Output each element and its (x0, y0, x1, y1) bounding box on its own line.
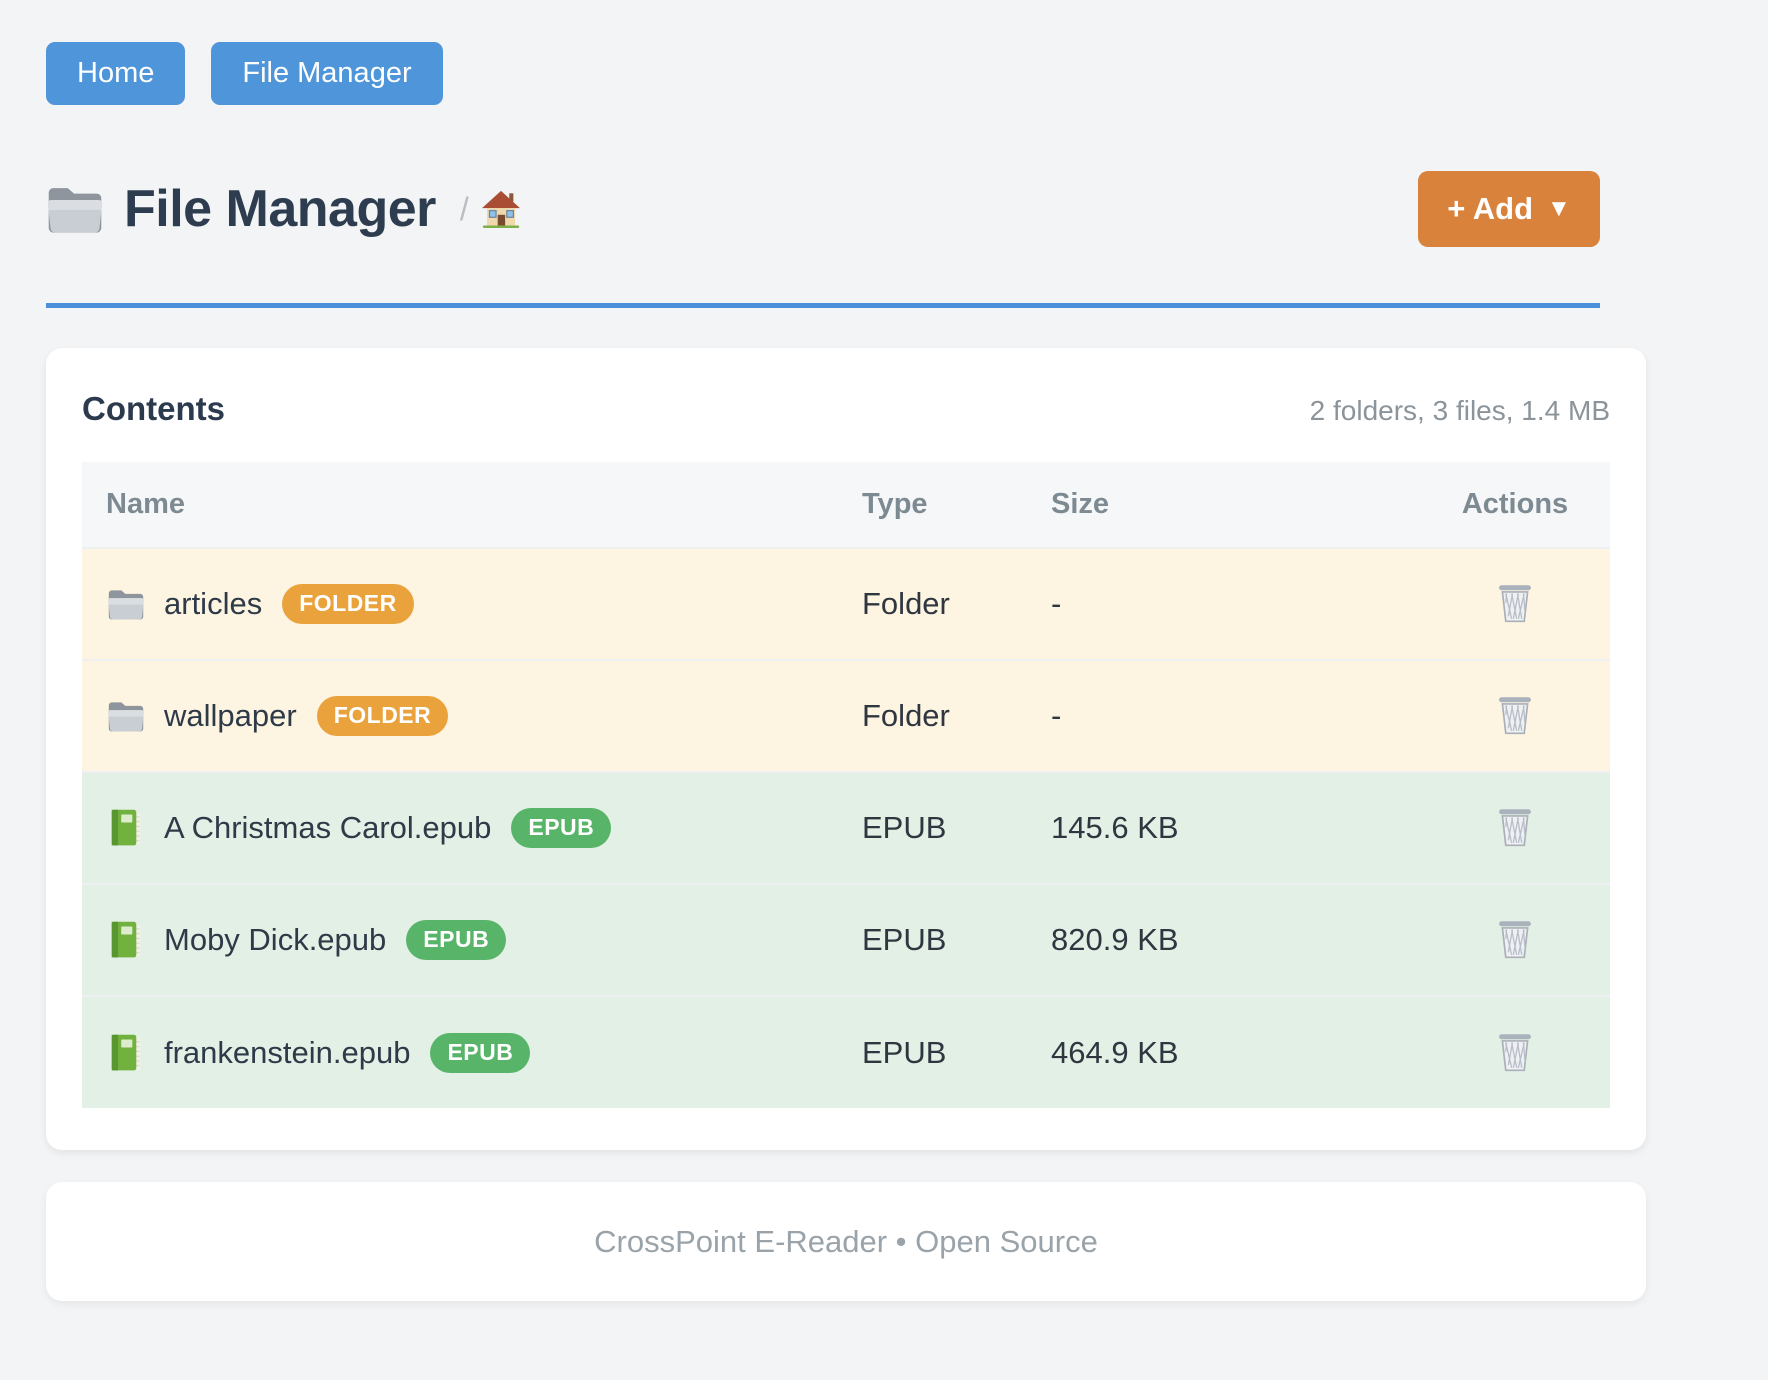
add-button-label: + Add (1447, 191, 1534, 226)
contents-card: Contents 2 folders, 3 files, 1.4 MB Name… (46, 348, 1646, 1150)
delete-button[interactable] (1492, 913, 1538, 963)
trash-icon (1496, 1030, 1534, 1072)
type-badge: EPUB (511, 808, 612, 848)
table-row[interactable]: Moby Dick.epub EPUB EPUB 820.9 KB (82, 884, 1610, 996)
folder-icon (46, 185, 104, 233)
footer: CrossPoint E-Reader • Open Source (46, 1182, 1646, 1301)
type-cell: Folder (862, 698, 950, 733)
file-name: A Christmas Carol.epub (164, 810, 492, 845)
type-cell: EPUB (862, 810, 947, 845)
size-cell: - (1051, 586, 1062, 621)
table-row[interactable]: wallpaper FOLDER Folder - (82, 660, 1610, 772)
breadcrumb-separator: / (459, 190, 469, 227)
table-row[interactable]: A Christmas Carol.epub EPUB EPUB 145.6 K… (82, 772, 1610, 884)
file-name: Moby Dick.epub (164, 922, 387, 957)
house-icon (481, 190, 521, 228)
table-row[interactable]: articles FOLDER Folder - (82, 548, 1610, 660)
nav-button-home[interactable]: Home (46, 42, 186, 105)
page-header: File Manager / + Add ▼ (46, 171, 1600, 247)
row-icon (106, 584, 146, 624)
chevron-down-icon: ▼ (1547, 195, 1571, 222)
delete-button[interactable] (1492, 801, 1538, 851)
trash-icon (1496, 581, 1534, 623)
nav-button-file-manager[interactable]: File Manager (211, 42, 443, 105)
file-name: articles (164, 586, 263, 621)
type-badge: EPUB (430, 1032, 531, 1073)
trash-icon (1496, 693, 1534, 735)
column-header-size: Size (1051, 462, 1420, 548)
size-cell: 820.9 KB (1051, 922, 1179, 957)
table-body: articles FOLDER Folder - wallpaper FOLDE… (82, 548, 1610, 1108)
column-header-type: Type (862, 462, 1051, 548)
type-cell: Folder (862, 586, 950, 621)
column-header-name: Name (82, 462, 862, 548)
add-button[interactable]: + Add ▼ (1418, 171, 1600, 247)
row-icon (106, 696, 146, 736)
type-badge: FOLDER (316, 696, 449, 736)
type-badge: EPUB (406, 920, 507, 960)
contents-summary: 2 folders, 3 files, 1.4 MB (1309, 395, 1610, 426)
footer-text: CrossPoint E-Reader • Open Source (594, 1223, 1098, 1259)
column-header-actions: Actions (1420, 462, 1610, 548)
page: Home File Manager File Manager / + Add ▼… (46, 42, 1646, 1301)
table-header: Name Type Size Actions (82, 462, 1610, 548)
page-title: File Manager (124, 180, 436, 238)
delete-button[interactable] (1492, 1026, 1538, 1076)
row-icon (106, 808, 146, 848)
file-name: frankenstein.epub (164, 1034, 411, 1070)
table-row[interactable]: frankenstein.epub EPUB EPUB 464.9 KB (82, 996, 1610, 1108)
trash-icon (1496, 917, 1534, 959)
type-cell: EPUB (862, 922, 947, 957)
type-badge: FOLDER (282, 584, 414, 624)
file-name: wallpaper (164, 698, 297, 733)
nav-bar: Home File Manager (46, 42, 1646, 105)
type-cell: EPUB (862, 1034, 947, 1070)
breadcrumb-home-link[interactable] (481, 190, 521, 228)
row-icon (106, 920, 146, 960)
files-table: Name Type Size Actions articles FOLDER F… (82, 462, 1610, 1108)
size-cell: - (1051, 698, 1062, 733)
trash-icon (1496, 805, 1534, 847)
title-group: File Manager / (46, 179, 521, 239)
card-header: Contents 2 folders, 3 files, 1.4 MB (82, 390, 1610, 428)
card-title: Contents (82, 390, 225, 427)
delete-button[interactable] (1492, 689, 1538, 739)
delete-button[interactable] (1492, 577, 1538, 627)
size-cell: 145.6 KB (1051, 810, 1179, 845)
row-icon (106, 1033, 146, 1073)
title-underline (46, 303, 1600, 308)
breadcrumb: / (460, 190, 521, 228)
size-cell: 464.9 KB (1051, 1034, 1179, 1070)
